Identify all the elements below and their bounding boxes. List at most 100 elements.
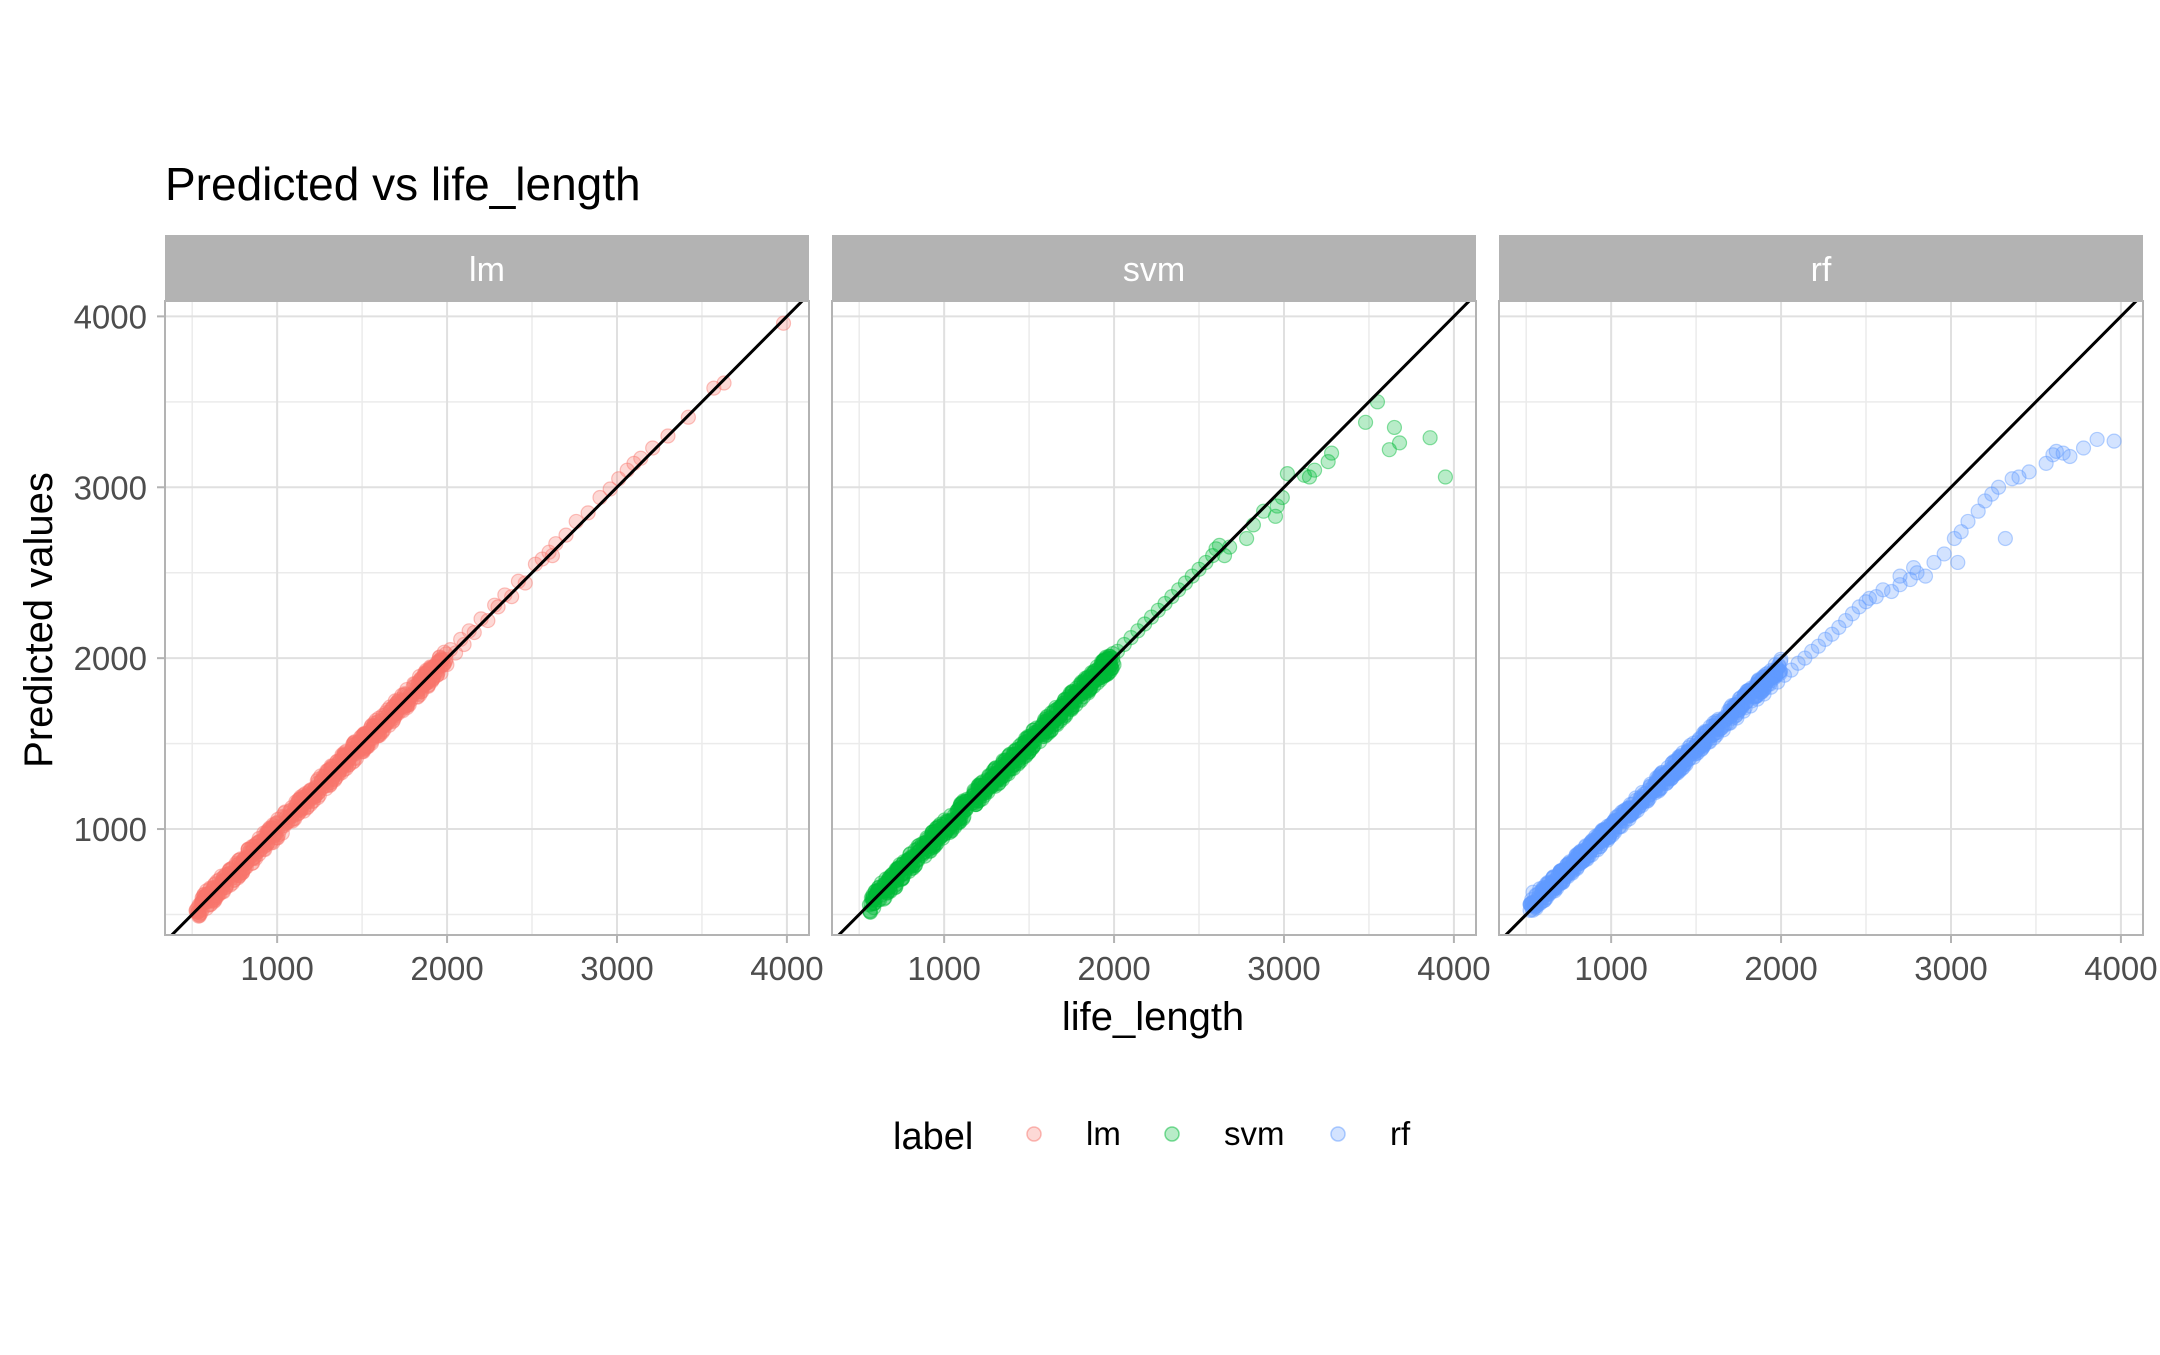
data-point-svm xyxy=(1123,630,1139,646)
data-point-svm xyxy=(1102,658,1118,675)
data-point-svm xyxy=(960,794,976,810)
data-point-rf xyxy=(1658,775,1675,791)
data-point-svm xyxy=(987,760,1003,776)
data-point-rf xyxy=(1673,747,1689,764)
data-point-rf xyxy=(1680,740,1697,756)
data-point-svm xyxy=(1422,430,1438,446)
data-point-lm xyxy=(361,732,377,748)
data-point-lm xyxy=(517,575,533,591)
data-point-rf xyxy=(1541,878,1558,894)
data-point-lm xyxy=(256,825,272,841)
facet-strip xyxy=(832,235,1476,301)
legend-key-rf xyxy=(1330,1126,1346,1142)
data-point-rf xyxy=(1715,722,1731,738)
data-point-svm xyxy=(1101,665,1117,681)
data-point-rf xyxy=(1601,821,1617,837)
data-point-svm xyxy=(983,778,1000,794)
data-point-svm xyxy=(1004,757,1020,773)
data-point-rf xyxy=(1706,730,1722,746)
data-point-svm xyxy=(981,772,997,788)
y-tick-label: 4000 xyxy=(74,298,147,335)
data-point-lm xyxy=(265,835,281,851)
data-point-svm xyxy=(1016,737,1032,753)
data-point-svm xyxy=(1054,697,1070,714)
data-point-lm xyxy=(313,780,329,796)
data-point-rf xyxy=(1753,684,1770,700)
data-point-lm xyxy=(268,826,284,842)
data-point-lm xyxy=(214,873,231,889)
facet-strip-label: lm xyxy=(469,251,505,289)
data-point-lm xyxy=(354,739,370,755)
data-point-lm xyxy=(194,893,210,909)
facet-strip-label: svm xyxy=(1123,251,1185,289)
data-point-svm xyxy=(1386,419,1403,436)
data-point-lm xyxy=(323,764,339,780)
data-point-rf xyxy=(1621,799,1637,816)
data-point-svm xyxy=(1184,568,1200,584)
data-point-lm xyxy=(351,741,367,758)
x-tick-label: 4000 xyxy=(2084,950,2157,987)
data-point-rf xyxy=(1620,800,1636,817)
data-point-lm xyxy=(447,645,464,661)
data-point-lm xyxy=(244,851,260,867)
data-point-lm xyxy=(413,679,429,695)
data-point-rf xyxy=(1552,876,1568,892)
data-point-rf xyxy=(1563,859,1579,875)
data-point-lm xyxy=(355,739,372,755)
data-point-rf xyxy=(1757,679,1773,695)
data-point-lm xyxy=(420,672,436,688)
data-point-svm xyxy=(985,774,1001,790)
data-point-rf xyxy=(1553,874,1569,890)
data-point-lm xyxy=(393,699,410,716)
data-point-rf xyxy=(1771,657,1787,673)
data-point-rf xyxy=(1653,766,1669,782)
data-point-lm xyxy=(269,830,286,846)
data-point-svm xyxy=(1014,740,1030,756)
data-point-svm xyxy=(927,827,944,844)
data-point-rf xyxy=(1535,880,1551,896)
data-point-lm xyxy=(303,789,320,805)
data-point-rf xyxy=(1538,890,1554,906)
data-point-lm xyxy=(410,683,426,700)
data-point-lm xyxy=(410,682,426,698)
data-point-lm xyxy=(357,735,374,752)
data-point-svm xyxy=(1105,654,1121,670)
data-point-svm xyxy=(1078,675,1094,691)
data-point-lm xyxy=(302,786,318,802)
data-point-svm xyxy=(1076,683,1092,699)
data-point-svm xyxy=(1381,442,1397,458)
data-point-svm xyxy=(1011,750,1027,766)
data-point-lm xyxy=(330,757,346,773)
data-point-rf xyxy=(1617,804,1633,820)
data-point-rf xyxy=(1752,684,1768,700)
data-point-lm xyxy=(432,654,448,670)
data-point-rf xyxy=(1970,503,1986,519)
data-point-svm xyxy=(999,754,1015,771)
data-point-svm xyxy=(1080,672,1096,689)
data-point-svm xyxy=(941,819,957,835)
data-point-rf xyxy=(1544,883,1560,899)
data-point-svm xyxy=(1066,686,1082,703)
data-point-svm xyxy=(916,845,932,861)
data-point-lm xyxy=(364,729,380,745)
data-point-svm xyxy=(865,896,882,912)
data-point-svm xyxy=(1101,651,1117,667)
x-tick-label: 1000 xyxy=(1574,950,1647,987)
data-point-svm xyxy=(1048,699,1064,716)
data-point-rf xyxy=(1749,677,1765,693)
data-point-rf xyxy=(1647,779,1664,795)
data-point-rf xyxy=(1657,771,1673,787)
data-point-svm xyxy=(1063,697,1079,714)
data-point-svm xyxy=(922,838,939,854)
data-point-svm xyxy=(987,766,1003,782)
data-point-svm xyxy=(1073,686,1089,702)
x-tick-label: 4000 xyxy=(1417,950,1490,987)
data-point-lm xyxy=(218,876,234,892)
data-point-svm xyxy=(1085,674,1101,691)
data-point-svm xyxy=(895,859,911,875)
data-point-svm xyxy=(892,862,908,878)
data-point-lm xyxy=(383,703,399,719)
data-point-rf xyxy=(1724,697,1740,714)
data-point-rf xyxy=(1727,708,1743,724)
data-point-lm xyxy=(331,763,347,779)
